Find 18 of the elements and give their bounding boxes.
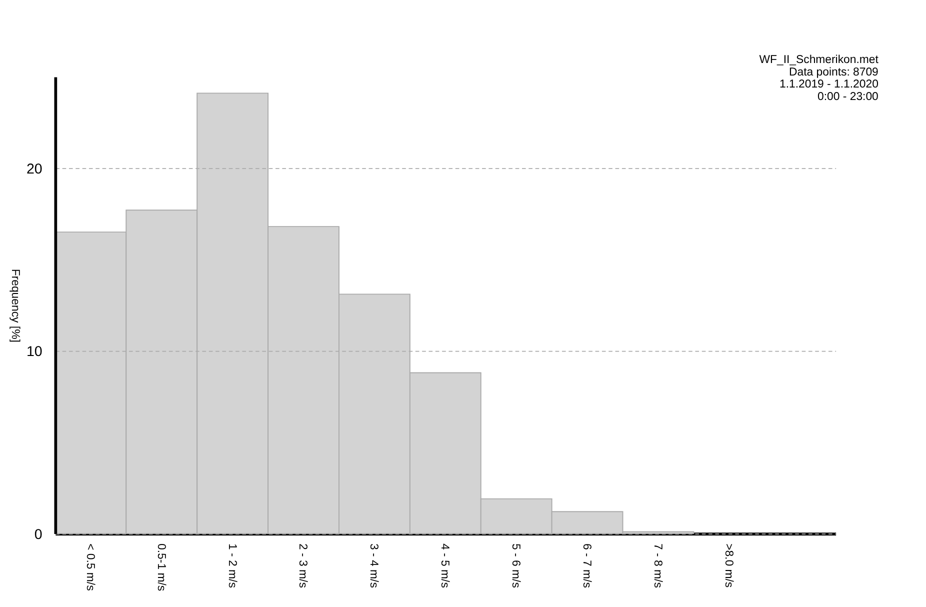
- text: 1.1.2019 - 1.1.2020: [779, 78, 878, 91]
- text: WF_II_Schmerikon.met: [759, 54, 880, 66]
- x-tick-label: >8.0 m/s: [722, 544, 734, 588]
- x-tick-label: 0.5-1 m/s: [154, 544, 167, 592]
- x-tick-label: 1 - 2 m/s: [226, 544, 238, 588]
- x-tick-label: 3 - 4 m/s: [368, 544, 380, 588]
- x-tick-label: 2 - 3 m/s: [296, 544, 309, 588]
- x-tick-label: < 0.5 m/s: [84, 544, 96, 592]
- x-tick-label: 6 - 7 m/s: [580, 544, 592, 588]
- y-tick-label: 0: [34, 526, 42, 543]
- text: 0:00 - 23:00: [818, 91, 878, 104]
- y-tick-label: 20: [26, 161, 42, 178]
- y-tick-label: 10: [26, 344, 42, 360]
- text: Data points: 8709: [788, 66, 878, 78]
- x-tick-label: 5 - 6 m/s: [510, 544, 522, 588]
- x-tick-label: 7 - 8 m/s: [651, 544, 664, 588]
- x-tick-label: 4 - 5 m/s: [438, 544, 451, 588]
- y-axis-title: Frequency [%]: [9, 268, 22, 342]
